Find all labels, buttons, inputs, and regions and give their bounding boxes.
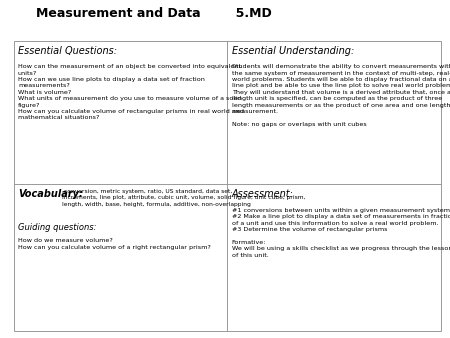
Text: #1 conversions between units within a given measurement system
#2 Make a line pl: #1 conversions between units within a gi…: [232, 208, 450, 258]
Bar: [14, 41, 441, 331]
Text: Measurement and Data        5.MD: Measurement and Data 5.MD: [36, 7, 272, 20]
Text: How can the measurement of an object be converted into equivalent
units?
How can: How can the measurement of an object be …: [18, 64, 244, 120]
Text: Students will demonstrate the ability to convert measurements within
the same sy: Students will demonstrate the ability to…: [232, 64, 450, 127]
Text: How do we measure volume?
How can you calculate volume of a right rectangular pr: How do we measure volume? How can you ca…: [18, 238, 211, 250]
Text: Guiding questions:: Guiding questions:: [18, 223, 96, 232]
Text: Assessment:: Assessment:: [232, 189, 293, 199]
Text: conversion, metric system, ratio, US standard, data set,
increments, line plot, : conversion, metric system, ratio, US sta…: [62, 189, 306, 207]
Text: Vocabulary:: Vocabulary:: [18, 189, 83, 199]
Text: Essential Understanding:: Essential Understanding:: [232, 46, 354, 56]
Text: Essential Questions:: Essential Questions:: [18, 46, 117, 56]
